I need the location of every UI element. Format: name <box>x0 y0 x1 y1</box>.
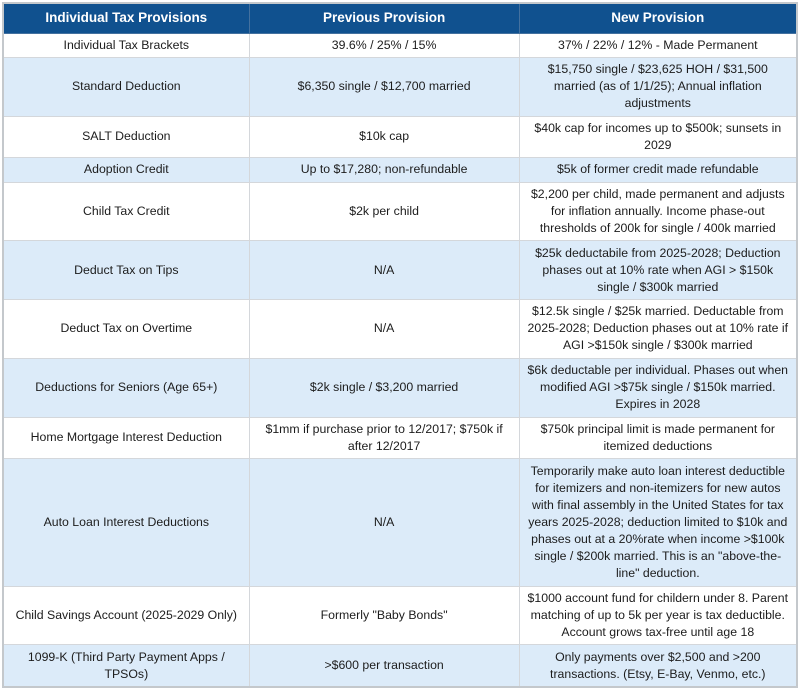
table-row: 1099-K (Third Party Payment Apps / TPSOs… <box>2 644 798 688</box>
header-row: Individual Tax Provisions Previous Provi… <box>2 2 798 34</box>
table-row: SALT Deduction $10k cap $40k cap for inc… <box>2 115 798 159</box>
column-header-individual-tax-provisions: Individual Tax Provisions <box>2 2 250 34</box>
new-provision-cell: $5k of former credit made refundable <box>518 157 798 183</box>
table-row: Child Savings Account (2025-2029 Only) F… <box>2 585 798 646</box>
table-row: Home Mortgage Interest Deduction $1mm if… <box>2 416 798 460</box>
new-provision-cell: 37% / 22% / 12% - Made Permanent <box>518 32 798 58</box>
provision-cell: Adoption Credit <box>2 157 250 183</box>
previous-provision-cell: $2k per child <box>248 181 520 242</box>
previous-provision-cell: $10k cap <box>248 115 520 159</box>
new-provision-cell: $25k deductabile from 2025-2028; Deducti… <box>518 240 798 301</box>
table-row: Deductions for Seniors (Age 65+) $2k sin… <box>2 357 798 418</box>
provision-cell: Individual Tax Brackets <box>2 32 250 58</box>
table-row: Deduct Tax on Tips N/A $25k deductabile … <box>2 240 798 301</box>
previous-provision-cell: $2k single / $3,200 married <box>248 357 520 418</box>
previous-provision-cell: >$600 per transaction <box>248 644 520 688</box>
table-row: Individual Tax Brackets 39.6% / 25% / 15… <box>2 32 798 58</box>
table-row: Adoption Credit Up to $17,280; non-refun… <box>2 157 798 183</box>
previous-provision-cell: $6,350 single / $12,700 married <box>248 56 520 117</box>
provision-cell: Deduct Tax on Overtime <box>2 299 250 359</box>
provision-cell: SALT Deduction <box>2 115 250 159</box>
provision-cell: Child Tax Credit <box>2 181 250 242</box>
previous-provision-cell: Up to $17,280; non-refundable <box>248 157 520 183</box>
provision-cell: Deductions for Seniors (Age 65+) <box>2 357 250 418</box>
provision-cell: 1099-K (Third Party Payment Apps / TPSOs… <box>2 644 250 688</box>
new-provision-cell: $12.5k single / $25k married. Deductable… <box>518 299 798 359</box>
previous-provision-cell: $1mm if purchase prior to 12/2017; $750k… <box>248 416 520 460</box>
table-row: Auto Loan Interest Deductions N/A Tempor… <box>2 458 798 587</box>
provision-cell: Auto Loan Interest Deductions <box>2 458 250 587</box>
previous-provision-cell: 39.6% / 25% / 15% <box>248 32 520 58</box>
new-provision-cell: $15,750 single / $23,625 HOH / $31,500 m… <box>518 56 798 117</box>
column-header-new-provision: New Provision <box>518 2 798 34</box>
table-row: Deduct Tax on Overtime N/A $12.5k single… <box>2 299 798 359</box>
new-provision-cell: Temporarily make auto loan interest dedu… <box>518 458 798 587</box>
table-row: Standard Deduction $6,350 single / $12,7… <box>2 56 798 117</box>
new-provision-cell: $750k principal limit is made permanent … <box>518 416 798 460</box>
column-header-previous-provision: Previous Provision <box>248 2 520 34</box>
provision-cell: Home Mortgage Interest Deduction <box>2 416 250 460</box>
provision-cell: Deduct Tax on Tips <box>2 240 250 301</box>
previous-provision-cell: N/A <box>248 458 520 587</box>
new-provision-cell: $1000 account fund for childern under 8.… <box>518 585 798 646</box>
previous-provision-cell: N/A <box>248 299 520 359</box>
new-provision-cell: $6k deductable per individual. Phases ou… <box>518 357 798 418</box>
new-provision-cell: $40k cap for incomes up to $500k; sunset… <box>518 115 798 159</box>
provision-cell: Standard Deduction <box>2 56 250 117</box>
table-row: Child Tax Credit $2k per child $2,200 pe… <box>2 181 798 242</box>
new-provision-cell: $2,200 per child, made permanent and adj… <box>518 181 798 242</box>
previous-provision-cell: N/A <box>248 240 520 301</box>
provision-cell: Child Savings Account (2025-2029 Only) <box>2 585 250 646</box>
new-provision-cell: Only payments over $2,500 and >200 trans… <box>518 644 798 688</box>
previous-provision-cell: Formerly "Baby Bonds" <box>248 585 520 646</box>
